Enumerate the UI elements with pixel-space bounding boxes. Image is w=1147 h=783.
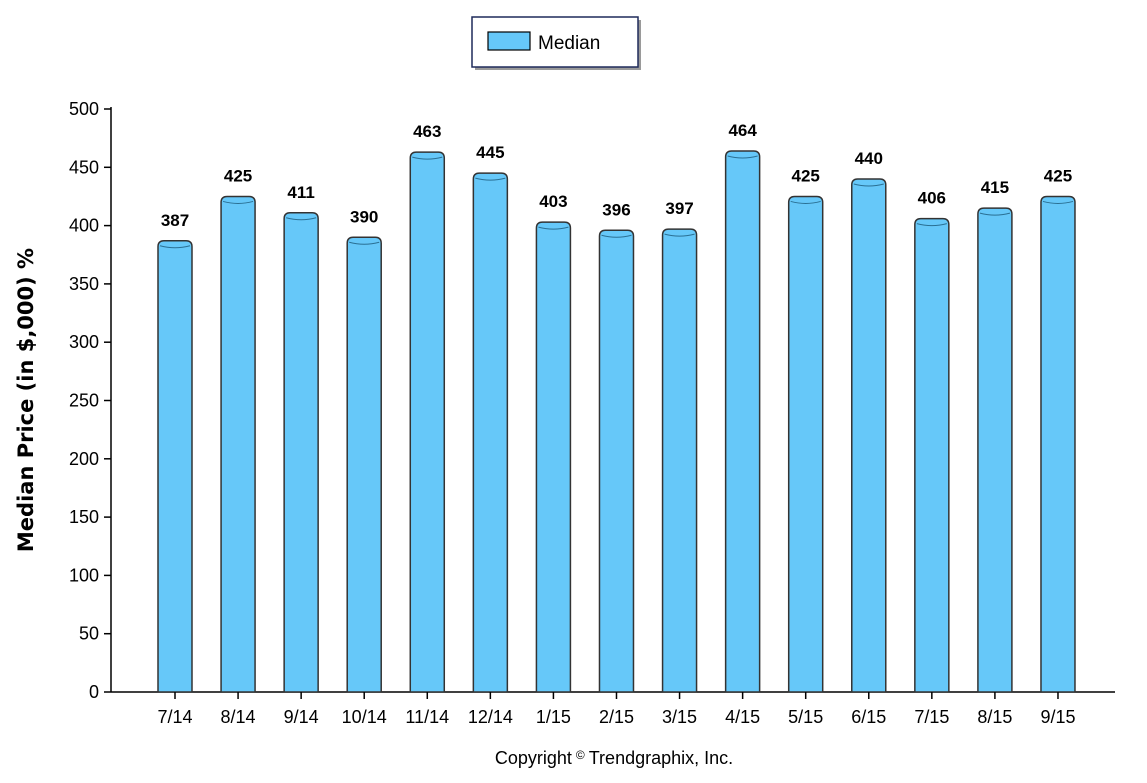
- copyright-suffix: Trendgraphix, Inc.: [589, 748, 733, 768]
- y-tick-label: 0: [89, 682, 99, 702]
- copyright-symbol: ©: [576, 748, 585, 762]
- x-ticks: 7/14 8/14 9/14 10/14 11/14 12/14 1/15 2/15 3/15 4…: [157, 692, 1076, 727]
- bar-top-edge: [1042, 200, 1074, 204]
- bar: [472, 172, 509, 693]
- bar-top-edge: [159, 245, 191, 249]
- x-tick-label: 5/15: [788, 707, 823, 727]
- bars: 387 425 411 390 463 445 403 396 397 464 425 440 406 4…: [157, 121, 1076, 693]
- bar: [914, 217, 950, 693]
- legend-swatch: [487, 31, 531, 51]
- y-tick-label: 400: [69, 216, 99, 236]
- bar-top-edge: [286, 217, 317, 221]
- bar-value-label: 411: [287, 183, 314, 202]
- bar-value-label: 406: [918, 189, 946, 208]
- y-tick-label: 150: [69, 507, 99, 527]
- x-tick-label: 10/14: [342, 707, 387, 727]
- x-tick-label: 7/15: [914, 707, 949, 727]
- x-tick-label: 4/15: [725, 707, 760, 727]
- y-tick-label: 300: [69, 332, 99, 352]
- bar-value-label: 403: [539, 192, 567, 211]
- bar-value-label: 463: [413, 122, 441, 141]
- bar: [977, 207, 1013, 693]
- bar-value-label: 445: [476, 143, 504, 162]
- x-tick-label: 9/14: [284, 707, 319, 727]
- bar: [1040, 195, 1076, 693]
- bar-top-edge: [412, 156, 443, 160]
- x-tick-label: 6/15: [851, 707, 886, 727]
- x-tick-label: 8/14: [221, 707, 256, 727]
- bar-value-label: 387: [161, 211, 189, 230]
- legend-label: Median: [538, 33, 600, 54]
- x-tick-label: 11/14: [405, 707, 449, 727]
- bar-top-edge: [349, 241, 380, 245]
- bar-value-label: 415: [981, 178, 1009, 197]
- bar-top-edge: [475, 177, 506, 181]
- bar: [661, 228, 698, 693]
- bar-value-label: 396: [602, 200, 630, 219]
- bar: [157, 240, 193, 693]
- bar-top-edge: [538, 226, 569, 230]
- bar-top-edge: [979, 212, 1011, 216]
- x-tick-label: 7/14: [157, 707, 192, 727]
- bar-value-label: 397: [665, 199, 693, 218]
- bar: [283, 212, 319, 693]
- bar-top-edge: [790, 200, 821, 204]
- bar-top-edge: [727, 155, 758, 159]
- bar-top-edge: [664, 233, 695, 237]
- bar-top-edge: [853, 183, 884, 187]
- y-tick-label: 100: [69, 565, 99, 585]
- bar-value-label: 464: [728, 121, 757, 140]
- x-tick-label: 12/14: [468, 707, 513, 727]
- copyright-prefix: Copyright: [495, 748, 572, 768]
- x-tick-label: 1/15: [536, 707, 571, 727]
- copyright: Copyright © Trendgraphix, Inc.: [495, 748, 733, 768]
- bar: [724, 150, 761, 693]
- bar: [851, 178, 887, 693]
- x-tick-label: 9/15: [1040, 707, 1075, 727]
- x-tick-label: 3/15: [662, 707, 697, 727]
- y-ticks: 0 50 100 150 200 250 300 350 400 450 500: [69, 99, 111, 702]
- bar-value-label: 425: [1044, 166, 1072, 185]
- bar: [787, 195, 824, 693]
- x-tick-label: 8/15: [977, 707, 1012, 727]
- bar-top-edge: [916, 223, 947, 227]
- y-axis-title: Median Price (in $,000) %: [14, 248, 38, 552]
- bar: [346, 236, 382, 693]
- bar-top-edge: [601, 234, 632, 238]
- bar: [409, 151, 446, 693]
- y-tick-label: 250: [69, 391, 99, 411]
- bar: [535, 221, 572, 693]
- bar-value-label: 425: [792, 166, 820, 185]
- bar: [220, 195, 256, 693]
- x-tick-label: 2/15: [599, 707, 634, 727]
- bar-top-edge: [222, 200, 254, 204]
- legend: Median: [471, 16, 641, 70]
- y-tick-label: 350: [69, 274, 99, 294]
- y-tick-label: 450: [69, 157, 99, 177]
- bar: [598, 229, 635, 693]
- y-tick-label: 500: [69, 99, 99, 119]
- y-tick-label: 200: [69, 449, 99, 469]
- y-tick-label: 50: [79, 624, 99, 644]
- bar-value-label: 440: [855, 149, 883, 168]
- bar-value-label: 425: [224, 166, 252, 185]
- bar-value-label: 390: [350, 207, 378, 226]
